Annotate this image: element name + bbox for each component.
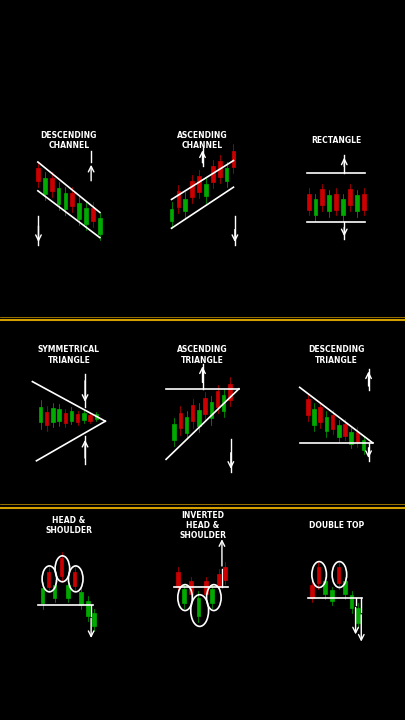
FancyBboxPatch shape [189,581,193,594]
FancyBboxPatch shape [356,432,359,442]
FancyBboxPatch shape [177,572,180,587]
FancyBboxPatch shape [47,572,50,587]
FancyBboxPatch shape [216,391,219,407]
Text: ASCENDING
TRIANGLE: ASCENDING TRIANGLE [177,346,228,364]
FancyBboxPatch shape [341,199,345,215]
FancyBboxPatch shape [92,613,96,626]
FancyBboxPatch shape [211,589,214,603]
FancyBboxPatch shape [58,409,61,421]
FancyBboxPatch shape [76,414,79,422]
FancyBboxPatch shape [64,193,67,209]
FancyBboxPatch shape [204,184,208,197]
FancyBboxPatch shape [182,589,186,603]
FancyBboxPatch shape [334,194,338,210]
FancyBboxPatch shape [225,168,228,181]
FancyBboxPatch shape [87,601,90,616]
FancyBboxPatch shape [79,592,83,605]
FancyBboxPatch shape [173,424,176,440]
FancyBboxPatch shape [331,415,334,429]
FancyBboxPatch shape [320,189,324,205]
FancyBboxPatch shape [222,395,226,411]
FancyBboxPatch shape [204,581,208,594]
FancyBboxPatch shape [179,413,182,428]
FancyBboxPatch shape [330,590,334,601]
FancyBboxPatch shape [197,176,201,192]
FancyBboxPatch shape [94,414,98,419]
FancyBboxPatch shape [177,191,180,207]
FancyBboxPatch shape [45,412,49,425]
FancyBboxPatch shape [64,413,67,423]
FancyBboxPatch shape [356,608,360,623]
FancyBboxPatch shape [183,199,187,212]
Text: DOUBLE TOP: DOUBLE TOP [309,521,364,530]
FancyBboxPatch shape [362,440,365,450]
FancyBboxPatch shape [197,410,200,426]
Text: RECTANGLE: RECTANGLE [311,136,361,145]
FancyBboxPatch shape [211,166,215,181]
FancyBboxPatch shape [57,188,60,204]
FancyBboxPatch shape [185,417,188,433]
Text: DESCENDING
TRIANGLE: DESCENDING TRIANGLE [308,346,364,364]
FancyBboxPatch shape [66,585,70,598]
FancyBboxPatch shape [203,398,207,414]
FancyBboxPatch shape [53,585,57,598]
FancyBboxPatch shape [170,209,173,222]
FancyBboxPatch shape [190,181,194,197]
FancyBboxPatch shape [312,410,316,425]
FancyBboxPatch shape [98,218,102,234]
Text: INVERTED
HEAD &
SHOULDER: INVERTED HEAD & SHOULDER [179,510,226,541]
FancyBboxPatch shape [318,408,322,422]
FancyBboxPatch shape [39,407,42,423]
FancyBboxPatch shape [60,558,64,576]
FancyBboxPatch shape [191,405,194,421]
Text: SYMMETRICAL
TRIANGLE: SYMMETRICAL TRIANGLE [38,346,100,364]
FancyBboxPatch shape [73,572,77,586]
FancyBboxPatch shape [343,423,347,436]
FancyBboxPatch shape [210,402,213,418]
Text: HEAD &
SHOULDER: HEAD & SHOULDER [45,516,92,535]
FancyBboxPatch shape [337,567,340,583]
FancyBboxPatch shape [70,411,73,420]
Text: ASCENDING
CHANNEL: ASCENDING CHANNEL [177,131,228,150]
FancyBboxPatch shape [307,194,311,210]
FancyBboxPatch shape [323,581,326,594]
FancyBboxPatch shape [362,194,366,210]
FancyBboxPatch shape [91,208,95,221]
FancyBboxPatch shape [43,178,47,194]
FancyBboxPatch shape [217,574,221,587]
FancyBboxPatch shape [350,432,353,444]
FancyBboxPatch shape [343,581,347,594]
FancyBboxPatch shape [350,595,353,608]
FancyBboxPatch shape [82,413,85,420]
FancyBboxPatch shape [327,195,331,211]
FancyBboxPatch shape [337,425,341,437]
FancyBboxPatch shape [306,400,309,415]
FancyBboxPatch shape [310,585,313,598]
FancyBboxPatch shape [228,384,232,400]
FancyBboxPatch shape [88,415,92,420]
FancyBboxPatch shape [51,408,55,422]
FancyBboxPatch shape [348,189,352,205]
Text: DESCENDING
CHANNEL: DESCENDING CHANNEL [40,131,97,150]
FancyBboxPatch shape [77,203,81,219]
FancyBboxPatch shape [317,567,320,583]
FancyBboxPatch shape [40,588,44,603]
FancyBboxPatch shape [218,161,222,176]
FancyBboxPatch shape [232,150,235,166]
FancyBboxPatch shape [50,178,53,191]
FancyBboxPatch shape [355,195,359,211]
FancyBboxPatch shape [84,208,88,224]
FancyBboxPatch shape [224,567,227,580]
FancyBboxPatch shape [325,417,328,431]
FancyBboxPatch shape [313,199,318,215]
FancyBboxPatch shape [197,598,200,616]
FancyBboxPatch shape [36,168,40,181]
FancyBboxPatch shape [70,193,74,206]
